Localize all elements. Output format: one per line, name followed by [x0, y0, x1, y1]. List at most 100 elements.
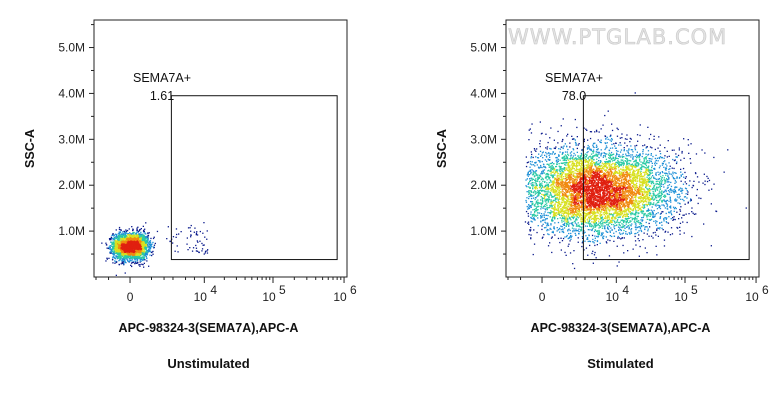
event-dot	[115, 252, 117, 255]
event-dot	[121, 243, 124, 246]
event-dot	[109, 239, 111, 241]
event-dot	[636, 155, 638, 157]
event-dot	[136, 241, 138, 243]
event-dot	[129, 234, 131, 236]
event-dot	[118, 231, 120, 233]
event-dot	[591, 218, 593, 220]
event-dot	[627, 216, 630, 218]
event-dot	[118, 232, 121, 234]
event-dot	[195, 250, 198, 252]
event-dot	[142, 244, 144, 246]
event-dot	[592, 214, 594, 216]
event-dot	[600, 217, 602, 219]
event-dot	[112, 252, 114, 255]
event-dot	[136, 229, 138, 231]
event-dot	[130, 260, 132, 262]
x-tick-exponent: 6	[350, 283, 357, 297]
event-dot	[636, 211, 638, 213]
event-dot	[122, 248, 124, 250]
event-dot	[536, 200, 538, 202]
event-dot	[147, 245, 149, 247]
event-dot	[539, 189, 542, 191]
event-dot	[698, 181, 700, 183]
event-dot	[583, 232, 585, 234]
event-dot	[123, 249, 125, 252]
event-dot	[690, 198, 692, 200]
event-dot	[687, 201, 689, 203]
event-dot	[578, 226, 581, 228]
event-dot	[142, 259, 144, 261]
event-dot	[562, 228, 564, 230]
event-dot	[132, 242, 134, 244]
event-dot	[587, 147, 590, 149]
event-dot	[552, 184, 555, 186]
event-dot	[149, 240, 152, 242]
event-dot	[129, 247, 131, 250]
event-dot	[175, 228, 178, 230]
event-dot	[613, 176, 615, 178]
event-dot	[584, 198, 586, 200]
event-dot	[558, 194, 560, 196]
event-dot	[117, 237, 120, 240]
event-dot	[527, 175, 529, 177]
event-dot	[198, 251, 200, 254]
event-dot	[142, 247, 144, 249]
event-dot	[581, 219, 584, 221]
event-dot	[536, 195, 538, 198]
event-dot	[116, 252, 118, 254]
event-dot	[118, 247, 121, 249]
event-dot	[558, 175, 560, 177]
event-dot	[568, 175, 570, 177]
event-dot	[555, 166, 557, 168]
event-dot	[130, 246, 133, 248]
event-dot	[129, 239, 131, 241]
event-dot	[635, 198, 637, 200]
event-dot	[118, 257, 120, 259]
event-dot	[607, 170, 609, 172]
event-dot	[126, 246, 129, 248]
event-dot	[123, 255, 125, 257]
event-dot	[560, 209, 562, 211]
event-dot	[129, 233, 131, 235]
event-dot	[660, 180, 662, 182]
event-dot	[621, 185, 624, 187]
event-dot	[128, 261, 131, 263]
event-dot	[577, 184, 579, 186]
event-dot	[109, 247, 111, 249]
event-dot	[543, 227, 546, 229]
event-dot	[525, 179, 527, 181]
event-dot	[131, 233, 133, 235]
event-dot	[576, 216, 578, 218]
event-dot	[144, 237, 146, 239]
event-dot	[638, 190, 640, 192]
event-dot	[658, 192, 660, 194]
event-dot	[550, 223, 552, 225]
event-dot	[139, 251, 141, 253]
event-dot	[120, 236, 123, 238]
event-dot	[140, 231, 142, 233]
event-dot	[563, 199, 565, 201]
event-dot	[146, 260, 148, 262]
event-dot	[116, 244, 118, 246]
event-dot	[109, 252, 111, 254]
event-dot	[549, 159, 551, 161]
event-dot	[679, 230, 681, 232]
event-dot	[139, 263, 141, 266]
event-dot	[129, 244, 131, 247]
event-dot	[562, 229, 564, 231]
event-dot	[600, 190, 602, 192]
event-dot	[641, 193, 643, 195]
event-dot	[149, 248, 152, 250]
event-dot	[643, 178, 645, 181]
event-dot	[597, 224, 599, 226]
event-dot	[146, 235, 148, 238]
event-dot	[554, 206, 556, 208]
event-dot	[135, 238, 137, 240]
event-dot	[189, 247, 191, 249]
event-dot	[568, 191, 570, 193]
event-dot	[629, 179, 631, 181]
event-dot	[149, 246, 151, 248]
event-dot	[140, 228, 142, 230]
event-dot	[645, 192, 647, 194]
event-dot	[577, 237, 579, 239]
